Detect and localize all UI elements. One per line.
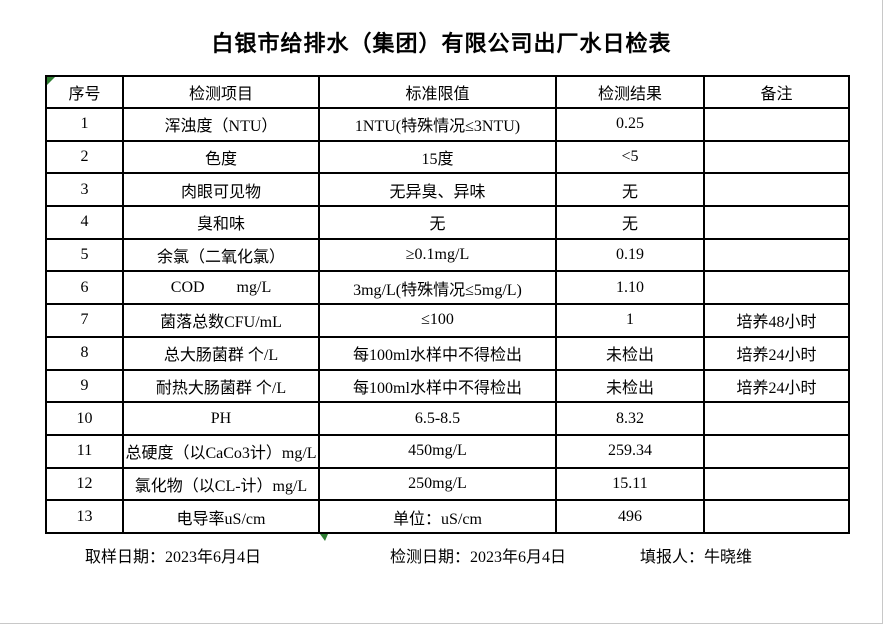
cell-result: 未检出: [555, 335, 705, 371]
cell-limit: 15度: [318, 139, 557, 175]
cell-note: [703, 172, 850, 208]
table-row: 7 菌落总数CFU/mL ≤100 1 培养48小时: [45, 303, 850, 338]
cell-item: 菌落总数CFU/mL: [122, 303, 320, 338]
cell-note: 培养24小时: [703, 335, 850, 371]
cell-note: [703, 433, 850, 469]
cell-result: 0.19: [555, 237, 705, 273]
cell-item: 臭和味: [122, 205, 320, 240]
cell-no: 3: [45, 172, 124, 208]
cell-note: [703, 466, 850, 502]
cell-limit: 250mg/L: [318, 466, 557, 502]
cell-no: 5: [45, 237, 124, 273]
cell-item: 电导率uS/cm: [122, 499, 320, 534]
table-row: 10 PH 6.5-8.5 8.32: [45, 401, 850, 436]
cell-no: 13: [45, 499, 124, 534]
cell-no: 8: [45, 335, 124, 371]
cell-result: <5: [555, 139, 705, 175]
cell-item: 总硬度（以CaCo3计）mg/L: [122, 433, 320, 469]
cell-result: 1.10: [555, 270, 705, 306]
cell-limit: 单位：uS/cm: [318, 499, 557, 534]
header-limit: 标准限值: [318, 75, 557, 109]
cell-no: 9: [45, 368, 124, 404]
header-no: 序号: [45, 75, 124, 109]
cell-item: 总大肠菌群 个/L: [122, 335, 320, 371]
daily-inspection-table: 序号 检测项目 标准限值 检测结果 备注 1 浑浊度（NTU） 1NTU(特殊情况≤…: [45, 75, 850, 534]
cell-no: 1: [45, 107, 124, 142]
cell-result: 15.11: [555, 466, 705, 502]
cell-note: [703, 401, 850, 436]
cell-limit: 无: [318, 205, 557, 240]
cell-note: [703, 270, 850, 306]
cell-note: [703, 139, 850, 175]
cell-limit: 每100ml水样中不得检出: [318, 368, 557, 404]
table-row: 6 COD mg/L 3mg/L(特殊情况≤5mg/L) 1.10: [45, 270, 850, 306]
cell-item: PH: [122, 401, 320, 436]
cell-result: 259.34: [555, 433, 705, 469]
green-bottom-marker-icon: [320, 534, 328, 541]
table-row: 2 色度 15度 <5: [45, 139, 850, 175]
table-body: 1 浑浊度（NTU） 1NTU(特殊情况≤3NTU) 0.25 2 色度 15度 <5 3 肉眼可…: [45, 107, 850, 534]
table-row: 13 电导率uS/cm 单位：uS/cm 496: [45, 499, 850, 534]
cell-item: COD mg/L: [122, 270, 320, 306]
cell-note: 培养48小时: [703, 303, 850, 338]
cell-result: 无: [555, 205, 705, 240]
header-item: 检测项目: [122, 75, 320, 109]
cell-item: 余氯（二氧化氯）: [122, 237, 320, 273]
cell-note: [703, 107, 850, 142]
table-row: 4 臭和味无无: [45, 205, 850, 240]
cell-no: 6: [45, 270, 124, 306]
header-note: 备注: [703, 75, 850, 109]
table-row: 5 余氯（二氧化氯） ≥0.1mg/L 0.19: [45, 237, 850, 273]
table-row: 9 耐热大肠菌群 个/L 每100ml水样中不得检出 未检出 培养24小时: [45, 368, 850, 404]
cell-limit: 3mg/L(特殊情况≤5mg/L): [318, 270, 557, 306]
cell-limit: ≥0.1mg/L: [318, 237, 557, 273]
cell-no: 2: [45, 139, 124, 175]
cell-no: 7: [45, 303, 124, 338]
page-title: 白银市给排水（集团）有限公司出厂水日检表: [211, 31, 672, 56]
cell-limit: ≤100: [318, 303, 557, 338]
cell-no: 10: [45, 401, 124, 436]
footer: 取样日期：2023年6月4日 检测日期：2023年6月4日 填报人：牛晓维: [0, 543, 883, 566]
cell-no: 11: [45, 433, 124, 469]
cell-limit: 6.5-8.5: [318, 401, 557, 436]
cell-limit: 1NTU(特殊情况≤3NTU): [318, 107, 557, 142]
table-row: 3 肉眼可见物 无异臭、异味无: [45, 172, 850, 208]
cell-result: 496: [555, 499, 705, 534]
cell-item: 肉眼可见物: [122, 172, 320, 208]
sampling-date: 取样日期：2023年6月4日: [85, 549, 262, 566]
cell-no: 4: [45, 205, 124, 240]
cell-limit: 450mg/L: [318, 433, 557, 469]
table-row: 11 总硬度（以CaCo3计）mg/L 450mg/L 259.34: [45, 433, 850, 469]
cell-limit: 每100ml水样中不得检出: [318, 335, 557, 371]
cell-result: 1: [555, 303, 705, 338]
cell-limit: 无异臭、异味: [318, 172, 557, 208]
test-date: 检测日期：2023年6月4日: [390, 549, 567, 566]
table-row: 1 浑浊度（NTU） 1NTU(特殊情况≤3NTU) 0.25: [45, 107, 850, 142]
cell-note: [703, 499, 850, 534]
reporter: 填报人：牛晓维: [640, 549, 753, 566]
cell-note: [703, 237, 850, 273]
cell-result: 未检出: [555, 368, 705, 404]
header-result: 检测结果: [555, 75, 705, 109]
cell-item: 色度: [122, 139, 320, 175]
cell-result: 无: [555, 172, 705, 208]
cell-note: 培养24小时: [703, 368, 850, 404]
cell-item: 氯化物（以CL-计）mg/L: [122, 466, 320, 502]
table-row: 12 氯化物（以CL-计）mg/L 250mg/L 15.11: [45, 466, 850, 502]
table-header: 序号 检测项目 标准限值 检测结果 备注: [45, 75, 850, 109]
table-row: 8 总大肠菌群 个/L 每100ml水样中不得检出 未检出 培养24小时: [45, 335, 850, 371]
cell-item: 浑浊度（NTU）: [122, 107, 320, 142]
cell-item: 耐热大肠菌群 个/L: [122, 368, 320, 404]
header-row: 序号 检测项目 标准限值 检测结果 备注: [45, 75, 850, 109]
cell-no: 12: [45, 466, 124, 502]
cell-note: [703, 205, 850, 240]
cell-result: 0.25: [555, 107, 705, 142]
cell-result: 8.32: [555, 401, 705, 436]
